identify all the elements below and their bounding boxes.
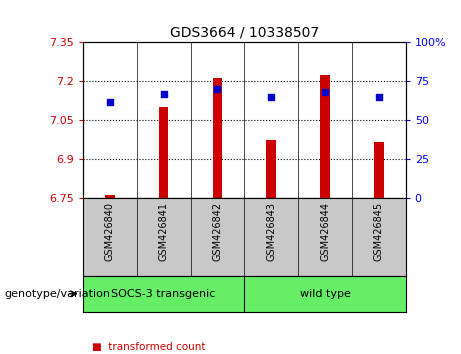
Text: GSM426845: GSM426845: [374, 202, 384, 261]
Text: GSM426843: GSM426843: [266, 202, 276, 261]
Bar: [374, 142, 384, 198]
Text: GSM426840: GSM426840: [105, 202, 115, 261]
Text: SOCS-3 transgenic: SOCS-3 transgenic: [112, 289, 216, 299]
Point: [106, 99, 113, 104]
Point: [267, 94, 275, 100]
Text: GSM426842: GSM426842: [213, 202, 223, 261]
Bar: [159, 107, 168, 198]
Point: [375, 94, 383, 100]
Text: GSM426844: GSM426844: [320, 202, 330, 261]
Bar: [244, 276, 406, 312]
Point: [214, 86, 221, 92]
Text: ■  transformed count: ■ transformed count: [92, 342, 206, 352]
Point: [321, 90, 329, 95]
Bar: [105, 195, 115, 198]
Bar: [213, 78, 222, 198]
Bar: [83, 276, 244, 312]
Text: genotype/variation: genotype/variation: [5, 289, 111, 299]
Bar: [266, 140, 276, 198]
Text: GSM426841: GSM426841: [159, 202, 169, 261]
Point: [160, 91, 167, 97]
Title: GDS3664 / 10338507: GDS3664 / 10338507: [170, 26, 319, 40]
Text: wild type: wild type: [300, 289, 350, 299]
Bar: [320, 75, 330, 198]
